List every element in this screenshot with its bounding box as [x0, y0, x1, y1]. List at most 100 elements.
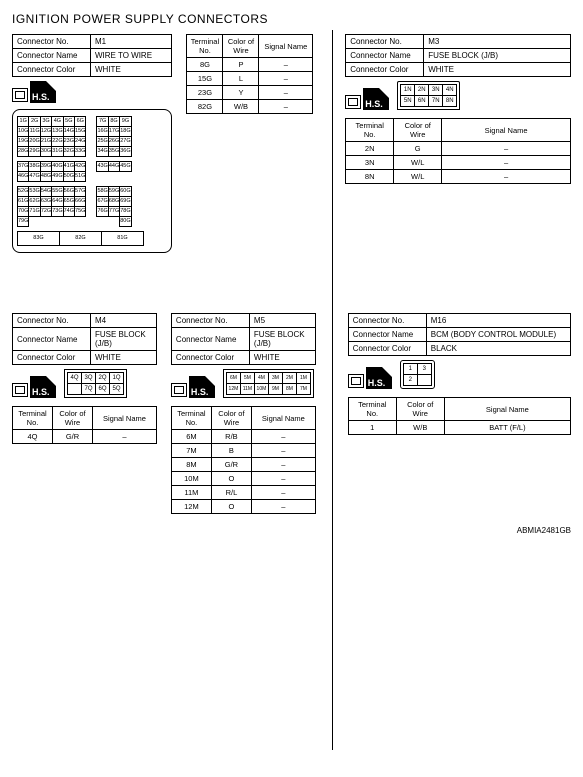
grid-cell: 10M — [254, 384, 268, 395]
grid-cell — [86, 217, 97, 227]
grid-cell: 14G — [63, 127, 74, 137]
m5-color: WHITE — [249, 351, 315, 365]
grid-cell: 63G — [40, 197, 51, 207]
top-row: Connector No.M1 Connector NameWIRE TO WI… — [12, 34, 571, 253]
pin-cell: 7M — [171, 444, 211, 458]
grid-cell: 7N — [429, 96, 443, 107]
m16-grid: 132 — [403, 363, 432, 386]
m16-info-table: Connector No.M16 Connector NameBCM (BODY… — [348, 313, 571, 356]
grid-cell: 52G — [18, 187, 29, 197]
pin-cell: P — [223, 58, 259, 72]
pin-cell: W/L — [394, 156, 442, 170]
grid-cell: 75G — [75, 207, 86, 217]
pin-cell: 8M — [171, 458, 211, 472]
m3-diagram: 1N2N3N4N5N6N7N8N — [397, 81, 460, 110]
grid-cell: 1M — [296, 373, 310, 384]
grid-cell: 64G — [52, 197, 63, 207]
m1-pins: Terminal No. Color of Wire Signal Name 8… — [186, 34, 313, 253]
grid-cell: 56G — [63, 187, 74, 197]
grid-cell: 9M — [268, 384, 282, 395]
grid-cell: 33G — [75, 147, 86, 157]
pin-cell: O — [211, 500, 251, 514]
grid-cell: 6M — [226, 373, 240, 384]
m1-big-82g: 82G — [60, 232, 102, 246]
m4-no: M4 — [91, 314, 157, 328]
grid-cell — [29, 217, 40, 227]
grid-cell: 17G — [108, 127, 119, 137]
pin-cell: – — [442, 170, 571, 184]
grid-cell: 2G — [29, 117, 40, 127]
pin-cell: 15G — [187, 72, 223, 86]
pin-cell: – — [251, 430, 315, 444]
grid-cell: 50G — [63, 172, 74, 182]
grid-cell: 7M — [296, 384, 310, 395]
pin-cell: 4Q — [13, 430, 53, 444]
pin-cell: – — [259, 58, 313, 72]
grid-cell: 6Q — [96, 384, 110, 395]
connector-m1: Connector No.M1 Connector NameWIRE TO WI… — [12, 34, 172, 253]
grid-cell: 18G — [120, 127, 131, 137]
grid-cell: 32G — [63, 147, 74, 157]
grid-cell — [86, 147, 97, 157]
grid-cell: 76G — [97, 207, 108, 217]
pin-cell: W/B — [223, 100, 259, 114]
grid-cell: 2 — [403, 375, 417, 386]
grid-cell — [86, 117, 97, 127]
pin-cell: W/L — [394, 170, 442, 184]
grid-cell: 12M — [226, 384, 240, 395]
grid-cell: 4N — [443, 85, 457, 96]
grid-cell: 1Q — [110, 373, 124, 384]
pin-cell: G/R — [211, 458, 251, 472]
connector-icon — [171, 383, 187, 397]
m5-no: M5 — [249, 314, 315, 328]
m1-color: WHITE — [91, 63, 172, 77]
connector-m16: Connector No.M16 Connector NameBCM (BODY… — [348, 313, 571, 514]
grid-cell — [75, 217, 86, 227]
m16-pin-table: Terminal No. Color of Wire Signal Name 1… — [348, 397, 571, 435]
grid-cell: 8N — [443, 96, 457, 107]
grid-cell: 42G — [75, 162, 86, 172]
m4-color: WHITE — [91, 351, 157, 365]
grid-cell: 70G — [18, 207, 29, 217]
m5-diagram: 6M5M4M3M2M1M12M11M10M9M8M7M — [223, 369, 314, 398]
grid-cell: 80G — [120, 217, 131, 227]
pin-cell: 3N — [346, 156, 394, 170]
grid-cell: 2N — [415, 85, 429, 96]
pin-cell: G/R — [53, 430, 93, 444]
grid-cell: 13G — [52, 127, 63, 137]
connector-icon — [12, 383, 28, 397]
grid-cell — [86, 172, 97, 182]
grid-cell: 49G — [52, 172, 63, 182]
grid-cell — [108, 172, 119, 182]
grid-cell: 65G — [63, 197, 74, 207]
grid-cell: 67G — [97, 197, 108, 207]
pin-cell: 6M — [171, 430, 211, 444]
connector-icon — [348, 374, 364, 388]
grid-cell: 55G — [52, 187, 63, 197]
grid-cell: 58G — [97, 187, 108, 197]
connector-icon — [345, 95, 361, 109]
grid-cell: 6G — [75, 117, 86, 127]
m1-diagram: 1G2G3G4G5G6G7G8G9G10G11G12G13G14G15G16G1… — [12, 109, 172, 253]
grid-cell: 19G — [18, 137, 29, 147]
grid-cell: 74G — [63, 207, 74, 217]
grid-cell: 11G — [29, 127, 40, 137]
pin-cell: – — [251, 444, 315, 458]
th-wire: Color of Wire — [223, 35, 259, 58]
grid-cell: 12G — [40, 127, 51, 137]
pin-cell: O — [211, 472, 251, 486]
m4-diagram: 4Q3Q2Q1Q7Q6Q5Q — [64, 369, 127, 398]
pin-cell: – — [259, 72, 313, 86]
hs-badge: H.S. — [345, 88, 389, 110]
grid-cell: 8M — [282, 384, 296, 395]
footer-code: ABMIA2481GB — [12, 526, 571, 535]
grid-cell: 9G — [120, 117, 131, 127]
grid-cell — [417, 375, 431, 386]
m4-grid: 4Q3Q2Q1Q7Q6Q5Q — [67, 372, 124, 395]
pin-cell: 8N — [346, 170, 394, 184]
m1-pin-table: Terminal No. Color of Wire Signal Name 8… — [186, 34, 313, 114]
grid-cell — [52, 217, 63, 227]
grid-cell: 8G — [108, 117, 119, 127]
grid-cell: 4Q — [68, 373, 82, 384]
grid-cell: 69G — [120, 197, 131, 207]
